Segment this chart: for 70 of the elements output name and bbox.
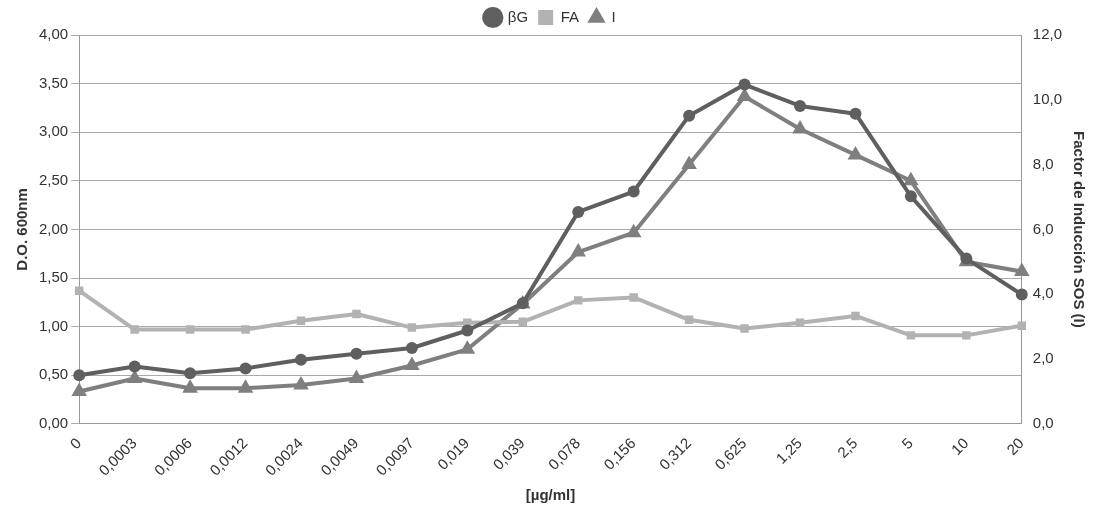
y2-tick-label: 4,0 bbox=[1032, 284, 1054, 302]
y2-axis-title: Factor de Inducción SOS (I) bbox=[1070, 131, 1088, 328]
point bbox=[130, 325, 139, 334]
y-tick-label: 2,00 bbox=[38, 219, 69, 237]
point bbox=[625, 223, 642, 238]
y2-tick-label: 6,0 bbox=[1032, 219, 1054, 237]
point bbox=[459, 340, 476, 354]
point bbox=[350, 347, 363, 360]
point bbox=[570, 243, 587, 257]
y-tick-label: 3,00 bbox=[38, 122, 69, 140]
point bbox=[904, 190, 917, 203]
point bbox=[404, 356, 420, 371]
y2-tick-label: 8,0 bbox=[1032, 154, 1054, 172]
point bbox=[906, 331, 916, 340]
y-tick-label: 3,50 bbox=[38, 73, 69, 91]
point bbox=[794, 99, 807, 112]
point bbox=[627, 185, 640, 198]
point bbox=[74, 286, 84, 295]
point bbox=[849, 107, 862, 120]
y-tick-label: 2,50 bbox=[38, 170, 69, 188]
point bbox=[573, 296, 583, 305]
x-tick-label: 5 bbox=[898, 434, 916, 453]
point bbox=[851, 311, 860, 321]
point bbox=[407, 323, 417, 332]
point bbox=[405, 342, 418, 355]
point bbox=[294, 353, 307, 366]
x-tick-label: 2,5 bbox=[833, 434, 861, 461]
point bbox=[903, 171, 919, 186]
point bbox=[681, 155, 697, 170]
x-axis-title: [µg/ml] bbox=[525, 486, 576, 504]
legend-label: βG bbox=[507, 7, 529, 25]
point bbox=[185, 325, 195, 334]
point bbox=[1014, 262, 1030, 277]
y2-tick-label: 0,0 bbox=[1032, 413, 1054, 431]
point bbox=[239, 362, 252, 375]
point bbox=[795, 318, 805, 327]
point bbox=[572, 205, 585, 218]
point bbox=[962, 331, 971, 340]
point bbox=[71, 382, 87, 396]
x-tick-label: 20 bbox=[1003, 434, 1027, 459]
point bbox=[740, 324, 749, 333]
y-tick-label: 1,00 bbox=[38, 316, 69, 334]
point bbox=[629, 293, 638, 302]
point bbox=[847, 145, 864, 160]
point bbox=[461, 324, 474, 337]
y-axis-title: D.O. 600nm bbox=[13, 188, 31, 271]
x-tick-label: 10 bbox=[947, 434, 972, 459]
point bbox=[683, 109, 696, 122]
point bbox=[184, 367, 197, 380]
point bbox=[182, 379, 198, 393]
y-tick-label: 4,00 bbox=[38, 25, 69, 43]
legend-label: FA bbox=[560, 7, 579, 25]
y-tick-label: 1,50 bbox=[38, 268, 69, 286]
point bbox=[241, 325, 250, 334]
point bbox=[352, 309, 361, 319]
x-tick-label: 0 bbox=[66, 434, 85, 453]
point bbox=[237, 379, 254, 393]
point bbox=[1017, 321, 1027, 330]
y-tick-label: 0,00 bbox=[38, 413, 69, 431]
y2-tick-label: 10,0 bbox=[1032, 89, 1063, 107]
point bbox=[792, 119, 808, 134]
point bbox=[1015, 288, 1028, 301]
y2-tick-label: 2,0 bbox=[1032, 349, 1054, 367]
point bbox=[348, 369, 365, 383]
point bbox=[128, 360, 141, 373]
y2-tick-label: 12,0 bbox=[1032, 25, 1063, 43]
point bbox=[738, 78, 751, 91]
y-tick-label: 0,50 bbox=[38, 365, 69, 383]
point bbox=[293, 375, 309, 390]
legend-label: I bbox=[611, 7, 616, 25]
